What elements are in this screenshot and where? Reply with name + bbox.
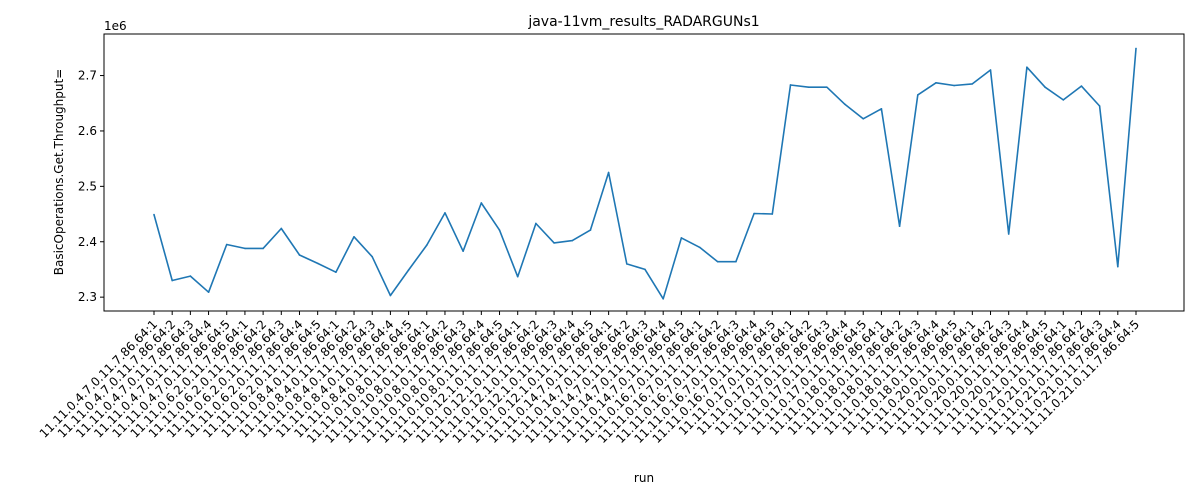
data-point <box>807 86 810 88</box>
data-point <box>535 222 537 225</box>
data-point <box>607 171 610 174</box>
y-axis-ticks: 2.3 2.4 2.5 2.6 2.7 <box>78 69 104 304</box>
data-point <box>789 84 792 86</box>
data-point <box>389 294 392 297</box>
data-point <box>916 94 919 96</box>
data-point <box>225 243 228 246</box>
data-point <box>298 254 301 256</box>
y-tick-label: 2.5 <box>78 179 97 193</box>
data-point <box>1044 86 1046 88</box>
y-tick-label: 2.3 <box>78 290 97 304</box>
y-tick-label: 2.4 <box>78 235 97 249</box>
data-point <box>207 291 210 293</box>
y-axis-offset-label: 1e6 <box>104 19 127 33</box>
y-tick-label: 2.7 <box>78 69 97 83</box>
data-point <box>316 262 319 265</box>
data-point <box>171 279 173 282</box>
data-point <box>335 271 337 274</box>
data-point <box>971 83 974 85</box>
data-point <box>862 117 865 120</box>
data-point <box>753 212 755 215</box>
data-point <box>680 237 683 239</box>
data-point <box>1135 47 1137 50</box>
data-point <box>844 103 846 106</box>
data-point <box>553 242 555 244</box>
data-point <box>189 275 192 277</box>
x-axis-ticks: 11.11.0.4.7.0.11.7.86.64:111.11.0.4.7.0.… <box>37 311 1142 446</box>
data-point <box>898 225 901 228</box>
data-point <box>353 235 355 238</box>
plot-spines <box>103 33 1185 312</box>
data-point <box>989 69 992 71</box>
data-point <box>1007 233 1010 235</box>
data-point <box>1026 66 1028 69</box>
data-point <box>1080 85 1083 87</box>
data-point <box>735 260 737 263</box>
data-point <box>716 260 719 263</box>
y-axis-label: BasicOperations.Get.Throughput= <box>52 69 66 276</box>
plot-area <box>104 34 1184 311</box>
x-axis-label: run <box>634 471 654 485</box>
chart-title: java-11vm_results_RADARGUNs1 <box>527 14 759 30</box>
data-point <box>771 213 774 215</box>
data-point <box>1117 265 1119 268</box>
data-point <box>953 84 955 87</box>
data-point <box>826 86 828 88</box>
data-point <box>589 229 592 231</box>
data-point <box>462 250 464 252</box>
data-point <box>626 263 628 265</box>
data-point <box>425 244 428 246</box>
data-point <box>280 227 283 230</box>
data-point <box>407 269 410 271</box>
data-point <box>516 275 519 278</box>
data-point <box>880 107 883 110</box>
y-tick-label: 2.6 <box>78 124 97 138</box>
data-point <box>480 202 483 204</box>
data-point <box>662 298 664 300</box>
plot-frame <box>103 33 1185 312</box>
data-point <box>153 213 155 216</box>
data-point <box>1062 99 1065 101</box>
data-point <box>498 229 501 231</box>
data-point <box>571 239 574 242</box>
data-point <box>444 212 446 214</box>
data-point <box>698 246 701 249</box>
data-point <box>262 247 264 250</box>
data-point <box>644 268 646 271</box>
data-point <box>1098 105 1101 107</box>
data-point <box>935 81 937 84</box>
data-point <box>371 255 374 258</box>
data-point <box>244 247 246 250</box>
series-layer <box>153 47 1137 300</box>
